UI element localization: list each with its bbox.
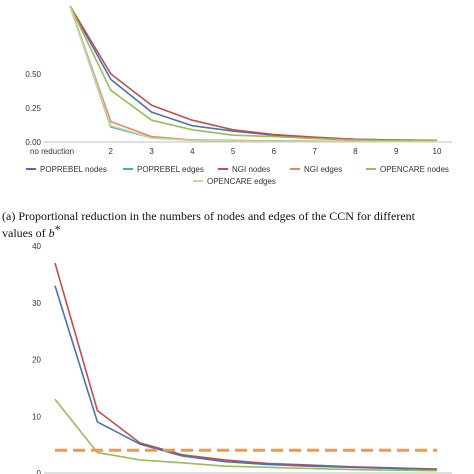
series-line-3 bbox=[69, 5, 438, 142]
series-line-1 bbox=[54, 262, 438, 470]
series-line-3 bbox=[54, 398, 438, 472]
x-tick-label: 2 bbox=[109, 147, 114, 156]
y-tick-label: 20 bbox=[32, 356, 41, 365]
series-line-6 bbox=[69, 5, 437, 143]
series-line-5 bbox=[69, 5, 438, 142]
x-tick-label: 9 bbox=[394, 147, 399, 156]
x-tick-label: 10 bbox=[433, 147, 442, 156]
x-tick-label: 4 bbox=[190, 147, 195, 156]
proportional-reduction-chart: 0.00 0.25 0.50 no reduction 2 3 4 5 6 7 8 9 10 POPREB… bbox=[25, 5, 452, 186]
caption-line-2: values of b* bbox=[2, 222, 61, 240]
figure-caption: (a) Proportional reduction in the number… bbox=[2, 209, 416, 240]
x-tick-label: 6 bbox=[272, 147, 277, 156]
x-tick-label: 3 bbox=[149, 147, 154, 156]
series-line-4 bbox=[69, 5, 438, 143]
x-tick-label: 7 bbox=[312, 147, 317, 156]
legend-label: OPENCARE nodes bbox=[380, 165, 449, 174]
legend-label: NGI edges bbox=[304, 165, 342, 174]
second-line-chart: 0 10 20 30 40 bbox=[32, 242, 452, 474]
series-line-1 bbox=[69, 5, 438, 142]
caption-variable: b bbox=[49, 226, 55, 240]
series-line-2 bbox=[69, 5, 438, 143]
y-tick-label: 30 bbox=[32, 299, 41, 308]
caption-superscript: * bbox=[55, 222, 61, 236]
legend-label: NGI nodes bbox=[232, 165, 270, 174]
y-tick-label: 0.00 bbox=[25, 138, 41, 147]
caption-line-2-prefix: values of bbox=[2, 226, 49, 240]
y-tick-label: 0 bbox=[37, 469, 42, 474]
legend-label: OPENCARE edges bbox=[207, 177, 276, 186]
legend-label: POPREBEL edges bbox=[137, 165, 204, 174]
series-line-2 bbox=[54, 285, 438, 471]
y-tick-label: 0.25 bbox=[25, 104, 41, 113]
x-tick-label: no reduction bbox=[30, 147, 74, 156]
x-tick-label: 5 bbox=[231, 147, 236, 156]
y-tick-label: 10 bbox=[32, 412, 41, 421]
caption-line-1: (a) Proportional reduction in the number… bbox=[2, 209, 416, 223]
y-tick-label: 0.50 bbox=[25, 70, 41, 79]
x-tick-label: 8 bbox=[353, 147, 358, 156]
y-tick-label: 40 bbox=[32, 242, 41, 251]
legend-label: POPREBEL nodes bbox=[40, 165, 107, 174]
